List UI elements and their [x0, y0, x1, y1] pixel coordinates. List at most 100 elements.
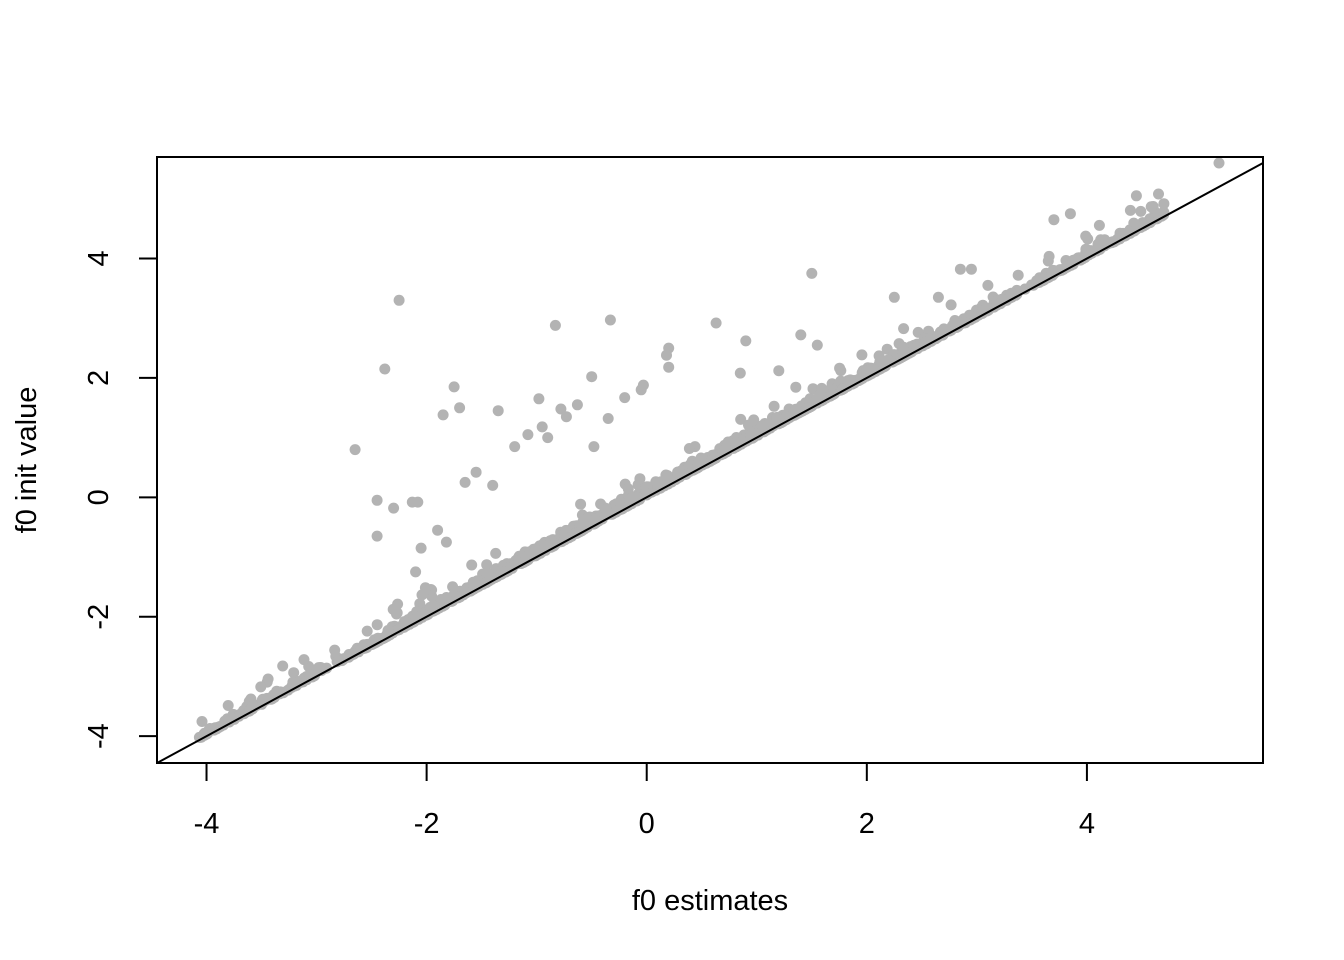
y-axis-title: f0 init value	[11, 387, 43, 534]
data-point	[588, 441, 600, 453]
data-point	[393, 294, 405, 306]
data-point	[533, 393, 545, 405]
data-point	[277, 660, 289, 672]
data-point	[518, 556, 529, 568]
data-point	[481, 559, 493, 571]
data-point	[371, 530, 383, 542]
data-point	[982, 279, 994, 291]
data-point	[811, 393, 823, 404]
data-point	[571, 399, 583, 411]
data-point	[315, 662, 327, 673]
data-point	[459, 476, 471, 488]
data-point	[795, 329, 807, 341]
data-point	[1043, 250, 1055, 262]
data-point	[437, 409, 449, 421]
data-point	[768, 420, 779, 432]
data-point	[945, 299, 957, 311]
data-point	[222, 700, 234, 711]
data-point	[522, 429, 534, 441]
data-point	[1128, 217, 1140, 229]
data-point	[392, 598, 404, 610]
data-point	[298, 654, 310, 666]
data-point	[586, 371, 598, 383]
data-point	[634, 473, 646, 485]
data-point	[768, 400, 780, 412]
data-point	[196, 716, 208, 727]
data-point	[487, 479, 499, 491]
data-point	[418, 609, 430, 621]
x-tick-label: -2	[414, 808, 440, 840]
identity-reference-line	[157, 162, 1263, 763]
data-point	[773, 365, 785, 377]
data-point	[856, 349, 868, 361]
data-point	[792, 407, 804, 419]
y-tick-label: 2	[83, 370, 115, 386]
data-point	[575, 498, 587, 510]
data-point	[1213, 157, 1225, 169]
data-point	[730, 437, 741, 449]
data-point	[874, 356, 886, 368]
data-point	[304, 669, 316, 681]
data-point	[665, 476, 677, 487]
data-point	[454, 402, 466, 414]
data-point	[271, 685, 283, 697]
y-tick-label: 0	[83, 489, 115, 505]
data-point	[626, 492, 638, 504]
data-points	[193, 157, 1225, 743]
data-point	[542, 432, 554, 444]
data-point	[1153, 188, 1164, 200]
x-tick-label: 2	[859, 808, 875, 840]
data-point	[604, 314, 616, 326]
data-point	[555, 403, 567, 415]
data-point	[361, 625, 373, 637]
data-point	[349, 444, 361, 456]
data-point	[500, 566, 511, 577]
data-point	[710, 317, 722, 329]
data-point	[816, 382, 828, 394]
x-axis: -4 -2 0 2 4	[194, 762, 1095, 840]
data-point	[255, 681, 267, 693]
data-point	[807, 383, 819, 395]
data-point	[391, 607, 403, 619]
data-point	[410, 566, 422, 578]
data-point	[692, 458, 704, 470]
data-point	[388, 502, 400, 514]
data-point	[536, 421, 548, 433]
data-point	[262, 673, 274, 685]
data-point	[600, 503, 612, 515]
data-point	[466, 559, 478, 571]
data-point	[674, 466, 685, 478]
data-point	[560, 411, 572, 423]
data-point	[661, 349, 672, 361]
x-tick-label: 4	[1079, 808, 1095, 840]
data-point	[492, 405, 504, 417]
y-tick-label: 4	[83, 250, 115, 266]
data-point	[509, 441, 521, 453]
y-tick-label: -4	[83, 723, 115, 749]
data-point	[932, 331, 943, 343]
data-point	[371, 619, 383, 631]
data-point	[549, 319, 561, 331]
data-point	[288, 667, 300, 679]
data-point	[619, 392, 631, 404]
data-point	[1124, 204, 1136, 216]
data-point	[1135, 205, 1147, 217]
data-point	[740, 335, 752, 347]
data-point	[954, 263, 966, 275]
data-point	[1130, 190, 1142, 202]
data-point	[371, 494, 383, 506]
data-point	[834, 362, 846, 374]
data-point	[416, 589, 428, 601]
data-point	[965, 263, 977, 275]
data-point	[432, 524, 444, 536]
data-point	[663, 361, 675, 373]
data-point	[898, 323, 910, 335]
data-point	[1080, 230, 1092, 242]
data-point	[811, 339, 823, 351]
data-point	[490, 547, 502, 559]
data-point	[755, 420, 767, 432]
y-tick-label: -2	[83, 604, 115, 630]
data-point	[1064, 208, 1076, 220]
data-point	[888, 291, 900, 303]
data-point	[415, 542, 427, 554]
